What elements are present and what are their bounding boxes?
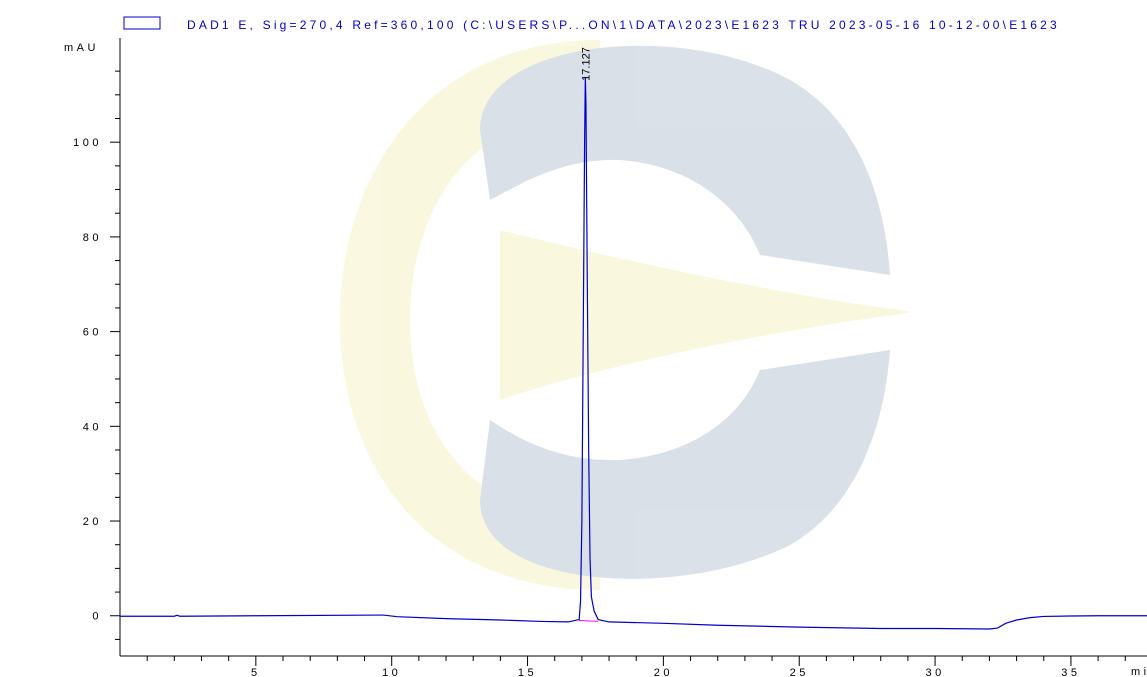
x-tick-label: 15 (518, 667, 537, 677)
watermark-arc-bottom (480, 350, 890, 579)
x-tick-label: 35 (1061, 667, 1080, 677)
y-tick-label: 80 (83, 232, 102, 244)
y-tick-label: 0 (92, 611, 102, 623)
x-axis-ticks: 5 10 15 20 25 30 35 (146, 656, 1126, 677)
legend-label: DAD1 E, Sig=270,4 Ref=360,100 (C:\USERS\… (187, 18, 1060, 32)
x-tick-label: 25 (790, 667, 809, 677)
watermark-wedge (500, 230, 915, 400)
x-tick-label: 10 (382, 667, 401, 677)
x-tick-label: 20 (654, 667, 673, 677)
watermark-arc-top (480, 45, 890, 276)
y-axis-unit-label: mAU (64, 42, 99, 54)
watermark-logo (340, 40, 915, 590)
peak-label: 17.127 (580, 47, 592, 81)
y-axis-ticks: 0 20 40 60 80 100 (73, 70, 120, 640)
x-axis-unit-label: min (1131, 666, 1147, 677)
y-tick-label: 20 (83, 516, 102, 528)
y-tick-label: 60 (83, 327, 102, 339)
y-tick-label: 40 (83, 421, 102, 433)
x-tick-label: 5 (251, 667, 261, 677)
legend-swatch (123, 16, 161, 30)
x-tick-label: 30 (925, 667, 944, 677)
series-line-dad1e (120, 76, 1147, 630)
watermark-crescent (340, 40, 600, 590)
integration-baseline (579, 619, 599, 622)
y-tick-label: 100 (73, 137, 102, 149)
